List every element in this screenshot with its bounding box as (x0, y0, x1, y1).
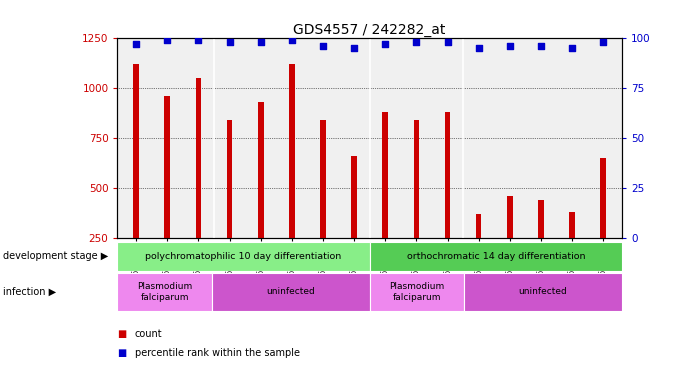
Text: count: count (135, 329, 162, 339)
Text: ■: ■ (117, 348, 126, 358)
Point (536, 43, 547, 50)
Point (162, 37, 173, 43)
Bar (600, 158, 606, 238)
Text: percentile rank within the sample: percentile rank within the sample (135, 348, 300, 358)
Bar (320, 120, 325, 238)
Bar (212, 273, 370, 311)
Point (504, 43, 515, 50)
Text: Plasmodium
falciparum: Plasmodium falciparum (137, 282, 192, 301)
Bar (382, 112, 388, 238)
Bar (414, 120, 419, 238)
Point (598, 39, 609, 45)
Point (473, 45, 484, 51)
Text: polychromatophilic 10 day differentiation: polychromatophilic 10 day differentiatio… (145, 252, 342, 261)
Text: Plasmodium
falciparum: Plasmodium falciparum (389, 282, 444, 301)
Point (442, 39, 453, 45)
Bar (164, 96, 170, 238)
Bar (370, 273, 464, 311)
Title: GDS4557 / 242282_at: GDS4557 / 242282_at (294, 23, 446, 37)
Text: orthochromatic 14 day differentiation: orthochromatic 14 day differentiation (406, 252, 585, 261)
Text: uninfected: uninfected (267, 287, 315, 296)
Bar (117, 242, 370, 271)
Text: infection ▶: infection ▶ (3, 287, 57, 297)
Bar (289, 65, 294, 238)
Bar (464, 273, 622, 311)
Bar (133, 65, 139, 238)
Point (286, 37, 297, 43)
Point (380, 41, 391, 48)
Bar (507, 196, 513, 238)
Point (131, 41, 142, 48)
Bar (258, 102, 263, 238)
Point (411, 39, 422, 45)
Bar (476, 214, 482, 238)
Point (567, 45, 578, 51)
Point (348, 45, 359, 51)
Bar (227, 120, 232, 238)
Text: ■: ■ (117, 329, 126, 339)
Bar (569, 212, 575, 238)
Bar (370, 242, 622, 271)
Bar (351, 156, 357, 238)
Point (224, 39, 235, 45)
Text: uninfected: uninfected (519, 287, 567, 296)
Text: development stage ▶: development stage ▶ (3, 251, 108, 262)
Point (193, 37, 204, 43)
Bar (117, 273, 212, 311)
Bar (538, 200, 544, 238)
Point (317, 43, 328, 50)
Point (255, 39, 266, 45)
Bar (196, 78, 201, 238)
Bar (445, 112, 451, 238)
